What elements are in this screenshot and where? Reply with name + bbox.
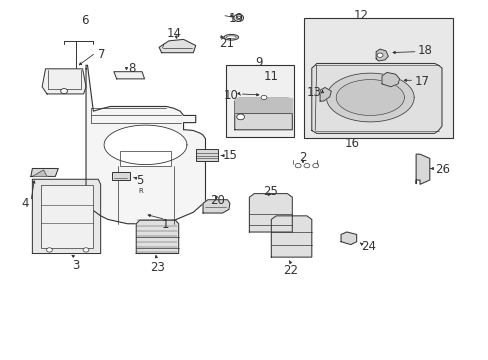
Text: 15: 15 [222,149,237,162]
Polygon shape [320,87,330,101]
Text: 12: 12 [353,9,368,22]
Text: 19: 19 [228,12,244,25]
Polygon shape [32,170,47,176]
Bar [120,151,171,166]
Polygon shape [31,168,58,176]
Polygon shape [42,69,86,94]
Ellipse shape [226,36,236,39]
Text: 8: 8 [128,62,136,75]
Polygon shape [104,125,186,165]
Text: 3: 3 [72,259,80,272]
Text: 25: 25 [263,185,277,198]
Circle shape [46,248,52,252]
Circle shape [236,16,241,20]
Polygon shape [234,98,292,113]
Polygon shape [311,63,441,134]
Polygon shape [114,72,144,79]
Text: 2: 2 [299,151,306,164]
Polygon shape [32,179,101,253]
Bar [225,65,294,137]
Polygon shape [159,40,195,53]
Text: 14: 14 [166,27,181,40]
Polygon shape [340,232,356,244]
Polygon shape [249,194,292,232]
Text: 20: 20 [210,194,224,207]
Circle shape [312,163,318,168]
Polygon shape [336,80,404,116]
Polygon shape [271,216,311,257]
Bar [195,149,217,161]
Text: 9: 9 [255,56,263,69]
Text: 26: 26 [434,163,449,176]
Text: 1: 1 [162,218,169,231]
Text: 17: 17 [414,75,429,88]
Text: 13: 13 [306,86,321,99]
Circle shape [83,248,89,252]
Text: 22: 22 [283,264,298,277]
Circle shape [236,114,244,120]
Polygon shape [415,154,429,184]
Polygon shape [381,72,399,87]
Polygon shape [234,98,292,130]
Text: 7: 7 [98,48,105,61]
Text: 23: 23 [150,261,165,274]
Text: 5: 5 [136,174,143,187]
Circle shape [261,95,266,100]
Text: 11: 11 [264,70,279,83]
Circle shape [233,14,243,22]
Circle shape [304,163,309,168]
Bar [112,172,130,180]
Circle shape [376,53,382,57]
Polygon shape [203,200,229,213]
Bar [304,18,452,138]
Ellipse shape [224,35,238,40]
Polygon shape [375,49,387,61]
Text: R: R [139,188,143,194]
Circle shape [61,89,67,94]
Text: 10: 10 [223,89,238,102]
Text: 24: 24 [361,240,376,253]
Polygon shape [86,65,205,224]
Text: 4: 4 [21,197,29,210]
Circle shape [295,163,301,168]
Text: 16: 16 [344,137,359,150]
Polygon shape [326,73,413,122]
Text: 21: 21 [219,37,234,50]
Text: 6: 6 [81,14,88,27]
Polygon shape [136,220,178,253]
Text: 18: 18 [417,44,431,57]
Bar [41,185,93,248]
